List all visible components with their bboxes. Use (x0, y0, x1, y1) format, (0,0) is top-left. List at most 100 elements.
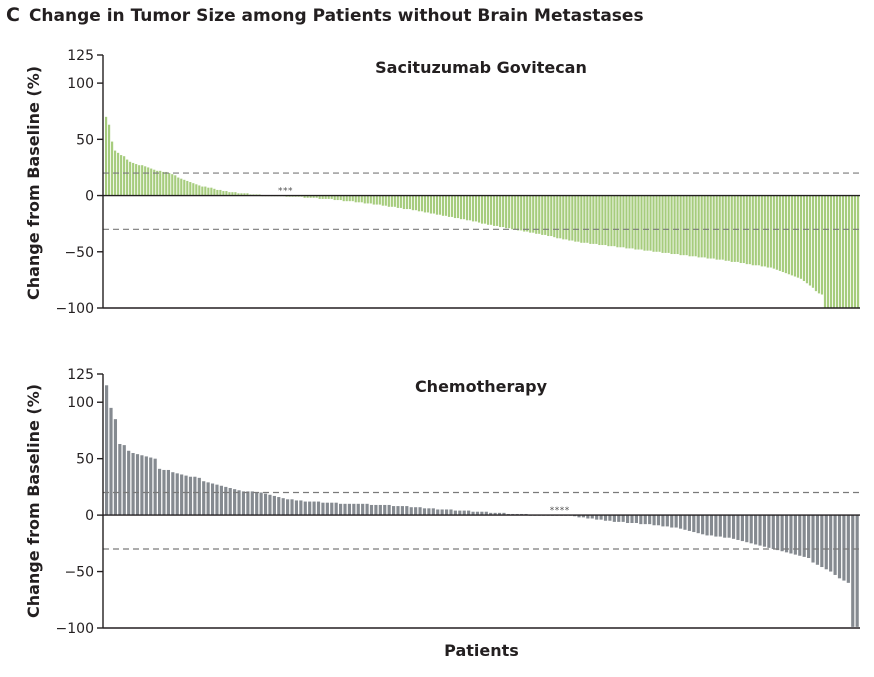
sg-bar (709, 195, 712, 259)
sg-bar (496, 195, 499, 226)
sg-bar (850, 195, 854, 308)
chemo-bar (661, 515, 665, 527)
sg-bar (348, 195, 351, 202)
sg-bar (369, 195, 372, 204)
sg-bar (315, 195, 318, 198)
sg-bar (679, 195, 682, 256)
chemo-bar (418, 507, 422, 516)
chemo-bar (652, 515, 656, 526)
sg-bar (532, 195, 535, 233)
chemo-bar (851, 515, 855, 627)
sg-bar (616, 195, 619, 248)
chemo-bar (347, 503, 352, 516)
sg-bar (835, 195, 839, 308)
sg-bar (643, 195, 646, 251)
sg-bar (646, 195, 649, 251)
chemo-bar (436, 509, 440, 516)
sg-bar (303, 195, 306, 198)
chemo-bar (577, 515, 581, 518)
sg-bar (429, 195, 433, 214)
chemo-bar (356, 503, 360, 516)
sg-bar (318, 195, 321, 199)
chemo-bar (493, 512, 497, 516)
chemo-bar (118, 443, 122, 516)
chemo-bar (670, 515, 674, 528)
sg-bar (826, 195, 830, 308)
chemo-bar (206, 482, 210, 516)
sg-bar (213, 188, 216, 196)
chemo-bar (639, 515, 643, 525)
sg-bar (769, 195, 772, 268)
sg-bar (739, 195, 742, 264)
sg-bar (574, 195, 577, 242)
chemo-bar (272, 495, 276, 516)
chemo-bar (754, 515, 758, 545)
figure-header: C Change in Tumor Size among Patients wi… (6, 4, 644, 32)
sg-bar (661, 195, 664, 253)
sg-bar (589, 195, 592, 244)
chemo-bar (259, 492, 263, 516)
sg-bar (126, 159, 129, 196)
sg-bar (465, 195, 469, 221)
chemo-bar (705, 515, 709, 536)
chemo-bar (127, 450, 131, 516)
chemo-bar (692, 515, 696, 533)
chemo-bar (228, 488, 232, 516)
sg-bar (586, 195, 589, 243)
sg-bar (799, 195, 803, 279)
chemo-bar (263, 493, 268, 516)
chemo-bar (444, 509, 449, 516)
chemo-bar (299, 500, 303, 516)
sg-bar (484, 195, 487, 224)
sg-bar (309, 195, 312, 198)
sg-bar (201, 186, 204, 196)
sg-bar (700, 195, 703, 258)
sg-bar (730, 195, 733, 262)
sg-bar (514, 195, 517, 230)
sg-y-tick-label: −100 (56, 301, 94, 317)
sg-bar (375, 195, 378, 205)
chemo-bar (422, 508, 427, 516)
chemo-bar (400, 506, 404, 516)
sg-bar (195, 184, 198, 196)
sg-y-tick-label: 100 (67, 76, 94, 92)
chemo-bar (453, 510, 457, 516)
chemo-bar (334, 502, 338, 516)
chemo-y-tick-label: −50 (64, 565, 94, 581)
sg-bar (553, 195, 556, 238)
sg-bar (580, 195, 583, 243)
sg-bar (321, 195, 324, 199)
sg-bar (622, 195, 625, 248)
sg-bar (610, 195, 613, 247)
sg-y-tick-label: 125 (67, 48, 94, 64)
sg-bar (240, 193, 243, 196)
chemo-bar (471, 511, 475, 516)
sg-bar (571, 195, 574, 241)
sg-bar (724, 195, 727, 261)
chemo-bar (842, 515, 846, 581)
sg-bar (426, 195, 430, 213)
sg-bar (402, 195, 405, 210)
sg-bar (508, 195, 511, 229)
chemo-bar (740, 515, 744, 542)
sg-bar (517, 195, 520, 231)
sg-bar (481, 195, 484, 224)
sg-bar (844, 195, 848, 308)
sg-bar (408, 195, 411, 210)
sg-bar (811, 195, 815, 288)
sg-bar (619, 195, 622, 248)
sg-bar (222, 191, 225, 196)
sg-bar (802, 195, 806, 282)
chemo-bar (316, 501, 321, 516)
sg-bar (772, 195, 775, 269)
sg-bar (207, 187, 210, 196)
sg-bar (841, 195, 845, 308)
sg-bar (357, 195, 360, 203)
chemo-bar (374, 504, 378, 516)
chemo-bar (378, 504, 382, 516)
sg-bar (117, 152, 120, 196)
sg-bar (658, 195, 661, 252)
sg-bar (141, 165, 144, 196)
sg-bar (441, 195, 445, 216)
chemo-bar (391, 506, 396, 516)
